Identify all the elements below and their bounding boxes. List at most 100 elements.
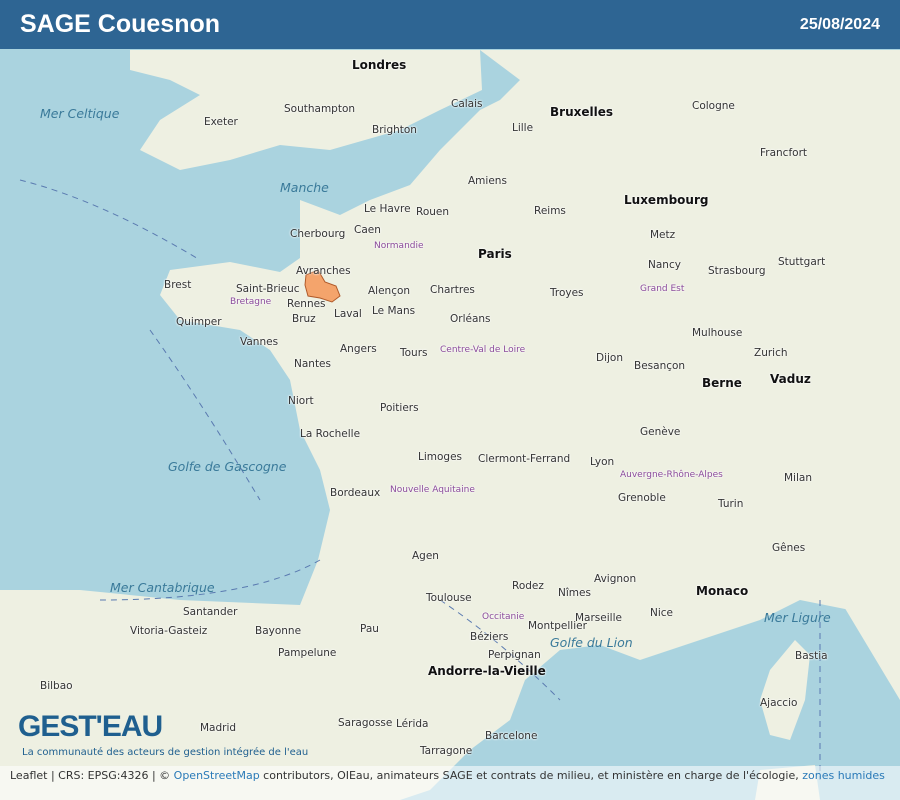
- attribution-prefix: Leaflet | CRS: EPSG:4326 | ©: [10, 769, 171, 782]
- city-label: Vaduz: [770, 372, 811, 386]
- city-label: Cherbourg: [290, 228, 346, 240]
- logo-text: GEST'EAU: [18, 710, 163, 743]
- city-label: Paris: [478, 247, 512, 261]
- city-label: Zurich: [754, 347, 788, 359]
- city-label: Saint-Brieuc: [236, 283, 300, 295]
- city-label: Avignon: [594, 573, 637, 585]
- city-label: Lérida: [396, 718, 429, 730]
- city-label: Bordeaux: [330, 487, 381, 499]
- region-label: Centre-Val de Loire: [440, 345, 526, 355]
- city-label: Calais: [451, 98, 483, 110]
- region-label: Nouvelle Aquitaine: [390, 485, 475, 495]
- city-label: Tarragone: [420, 745, 473, 757]
- sea-label: Mer Ligure: [764, 610, 831, 625]
- city-label: Grenoble: [618, 492, 666, 504]
- city-label: Reims: [534, 205, 566, 217]
- city-label: Bilbao: [40, 680, 73, 692]
- city-label: Pampelune: [278, 647, 337, 659]
- city-label: Lyon: [590, 456, 615, 468]
- city-label: Bruz: [292, 313, 316, 325]
- city-label: Gênes: [772, 542, 806, 554]
- city-label: Le Havre: [364, 203, 411, 215]
- date-label: 25/08/2024: [799, 15, 880, 33]
- city-label: Bruxelles: [550, 105, 613, 119]
- region-label: Occitanie: [482, 612, 525, 622]
- land-britain: [130, 50, 482, 170]
- zones-humides-link[interactable]: zones humides: [802, 769, 885, 782]
- city-label: Nancy: [648, 259, 681, 271]
- city-label: Vitoria-Gasteiz: [130, 625, 208, 637]
- city-label: Andorre-la-Vieille: [428, 664, 546, 678]
- city-label: Barcelone: [485, 730, 538, 742]
- city-label: Chartres: [430, 284, 475, 296]
- city-label: Toulouse: [426, 592, 472, 604]
- city-label: Montpellier: [528, 620, 587, 632]
- sea-label: Mer Celtique: [40, 106, 120, 121]
- city-label: Nantes: [294, 358, 331, 370]
- city-label: Le Mans: [372, 305, 416, 317]
- page-title: SAGE Couesnon: [20, 10, 221, 38]
- city-label: Metz: [650, 229, 676, 241]
- city-label: Vannes: [240, 336, 279, 348]
- land-continent: [0, 50, 900, 800]
- city-label: Avranches: [296, 265, 351, 277]
- city-label: Milan: [784, 472, 812, 484]
- attribution-text: contributors, OIEau, animateurs SAGE et …: [259, 769, 803, 782]
- osm-link[interactable]: OpenStreetMap: [173, 769, 260, 782]
- city-label: Agen: [412, 550, 439, 562]
- city-label: Rodez: [512, 580, 544, 592]
- logo-tagline: La communauté des acteurs de gestion int…: [22, 747, 309, 758]
- city-label: Luxembourg: [624, 193, 709, 207]
- city-label: La Rochelle: [300, 428, 361, 440]
- city-label: Rennes: [287, 298, 326, 310]
- city-label: Genève: [640, 426, 681, 438]
- city-label: Rouen: [416, 206, 450, 218]
- map-attribution: Leaflet | CRS: EPSG:4326 | © OpenStreetM…: [0, 766, 900, 800]
- city-label: Dijon: [596, 352, 623, 364]
- city-label: Bastia: [795, 650, 828, 662]
- city-label: Amiens: [468, 175, 507, 187]
- city-label: Angers: [340, 343, 377, 355]
- city-label: Nîmes: [558, 587, 591, 599]
- city-label: Bayonne: [255, 625, 302, 637]
- city-label: Cologne: [692, 100, 735, 112]
- city-label: Stuttgart: [778, 256, 826, 268]
- city-label: Perpignan: [488, 649, 541, 661]
- city-label: Berne: [702, 376, 742, 390]
- header-bar: SAGE Couesnon 25/08/2024: [0, 0, 900, 49]
- city-label: Limoges: [418, 451, 463, 463]
- city-label: Béziers: [470, 631, 509, 643]
- city-label: Madrid: [200, 722, 237, 734]
- city-label: Caen: [354, 224, 381, 236]
- city-label: Lille: [512, 122, 534, 134]
- sage-couesnon-area[interactable]: [304, 269, 341, 303]
- city-label: Exeter: [204, 116, 238, 128]
- sea-label: Manche: [280, 180, 329, 195]
- city-label: Londres: [352, 58, 407, 72]
- map-base: [0, 50, 900, 800]
- city-label: Besançon: [634, 360, 686, 372]
- city-label: Quimper: [176, 316, 222, 328]
- city-label: Troyes: [550, 287, 584, 299]
- city-label: Niort: [288, 395, 314, 407]
- gesteau-logo[interactable]: GEST'EAU La communauté des acteurs de ge…: [18, 712, 318, 762]
- sea-label: Mer Cantabrique: [110, 580, 215, 595]
- city-label: Brighton: [372, 124, 417, 136]
- city-label: Southampton: [284, 103, 356, 115]
- city-label: Mulhouse: [692, 327, 743, 339]
- city-label: Pau: [360, 623, 379, 635]
- city-label: Tours: [400, 347, 428, 359]
- city-label: Strasbourg: [708, 265, 766, 277]
- city-label: Santander: [183, 606, 238, 618]
- city-label: Laval: [334, 308, 362, 320]
- map-view[interactable]: Londres Paris Bruxelles Luxembourg Berne Mona…: [0, 49, 900, 800]
- region-label: Auvergne-Rhône-Alpes: [620, 470, 723, 480]
- city-label: Nice: [650, 607, 674, 619]
- maritime-boundaries: [19, 179, 821, 780]
- city-label: Francfort: [760, 147, 808, 159]
- land-corsica: [760, 640, 810, 740]
- city-label: Clermont-Ferrand: [478, 453, 571, 465]
- sea-label: Golfe de Gascogne: [168, 459, 287, 474]
- city-label: Ajaccio: [760, 697, 798, 709]
- city-label: Brest: [164, 279, 192, 291]
